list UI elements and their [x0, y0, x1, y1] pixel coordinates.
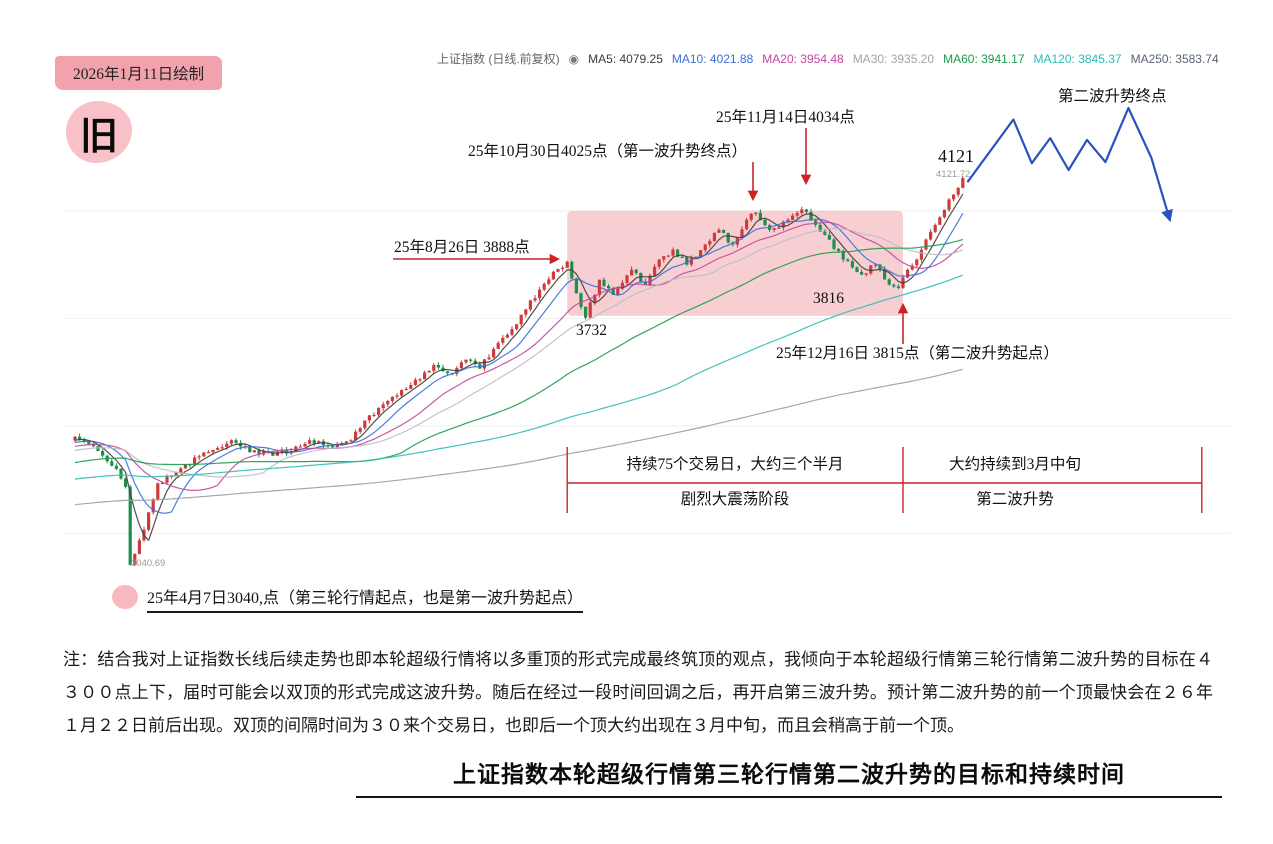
annotation-low-3816: 3816: [813, 290, 844, 307]
ma250-value: MA250: 3583.74: [1130, 51, 1219, 66]
phase1-duration-label: 持续75个交易日，大约三个半月: [626, 456, 844, 473]
annotation-oct30-peak: 25年10月30日4025点（第一波升势终点）: [468, 143, 748, 160]
phase2-name-label: 第二波升势: [976, 491, 1054, 508]
phase1-name-label: 剧烈大震荡阶段: [680, 491, 790, 508]
start-point-note: 25年4月7日3040,点（第三轮行情起点，也是第一波升势起点）: [147, 584, 584, 613]
ma10-value: MA10: 4021.88: [671, 51, 754, 66]
page-title: 上证指数本轮超级行情第三轮行情第二波升势的目标和持续时间: [356, 755, 1222, 798]
annotation-nov14-peak: 25年11月14日4034点: [716, 109, 855, 126]
phase2-duration-label: 大约持续到3月中旬: [949, 456, 1081, 473]
indicator-icon: ◉: [568, 51, 580, 66]
ma30-value: MA30: 3935.20: [852, 51, 935, 66]
last-price-label: 4121.72: [936, 169, 971, 180]
ma120-value: MA120: 3845.37: [1033, 51, 1122, 66]
start-point-dot: [112, 585, 138, 609]
ma60-value: MA60: 3941.17: [943, 51, 1025, 66]
annotation-aug26: 25年8月26日 3888点: [394, 239, 530, 256]
chart-title: 上证指数 (日线.前复权): [437, 52, 560, 66]
annotation-latest-high: 4121: [938, 146, 974, 166]
annotation-low-3732: 3732: [576, 322, 607, 339]
crash-low-label: 3040.69: [131, 558, 166, 569]
chart-legend: 上证指数 (日线.前复权) ◉ MA5: 4079.25 MA10: 4021.…: [437, 50, 1219, 67]
old-stamp: 旧: [66, 101, 132, 163]
old-stamp-text: 旧: [79, 115, 118, 158]
ma20-value: MA20: 3954.48: [762, 51, 844, 66]
analysis-note: 注：结合我对上证指数长线后续走势也即本轮超级行情将以多重顶的形式完成最终筑顶的观…: [63, 650, 1213, 735]
draw-date-badge: 2026年1月11日绘制: [55, 56, 223, 90]
annotation-dec16-low: 25年12月16日 3815点（第二波升势起点）: [776, 345, 1059, 362]
ma5-value: MA5: 4079.25: [588, 51, 663, 66]
annotation-wave2-end: 第二波升势终点: [1058, 88, 1167, 105]
